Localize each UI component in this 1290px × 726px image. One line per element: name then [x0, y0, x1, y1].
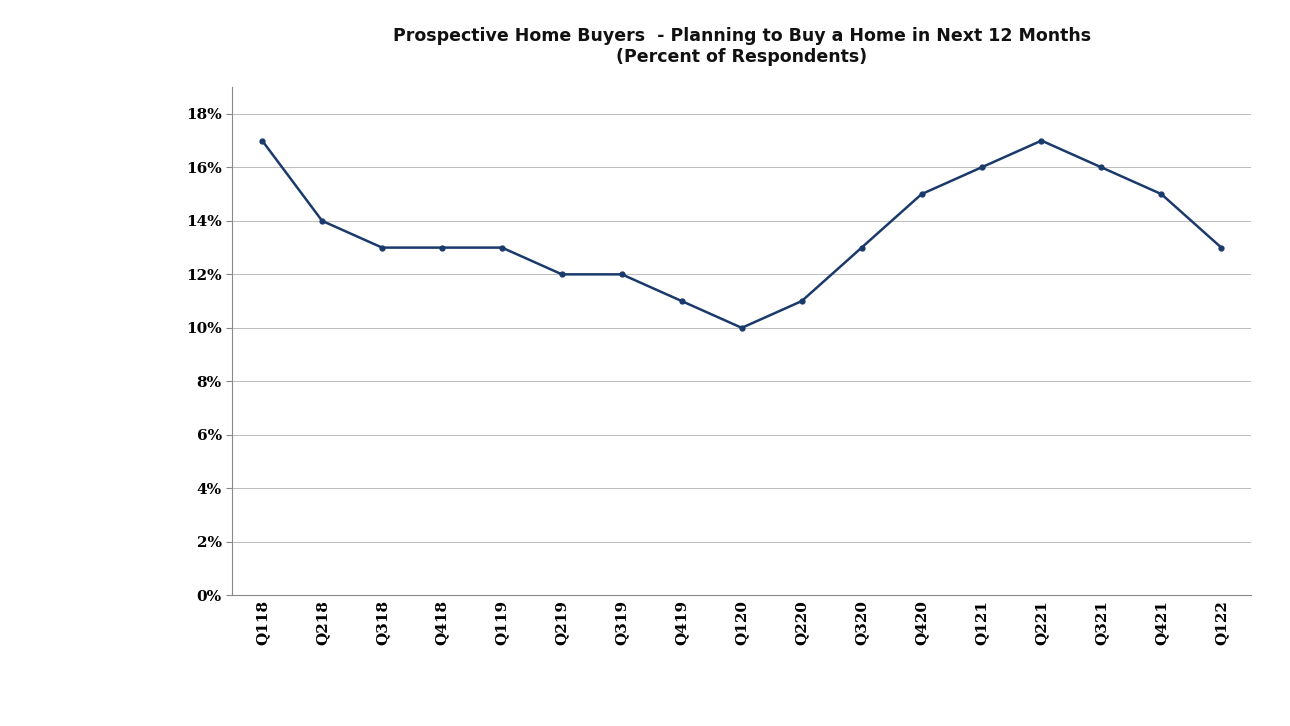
Title: Prospective Home Buyers  - Planning to Buy a Home in Next 12 Months
(Percent of : Prospective Home Buyers - Planning to Bu… — [392, 28, 1091, 66]
